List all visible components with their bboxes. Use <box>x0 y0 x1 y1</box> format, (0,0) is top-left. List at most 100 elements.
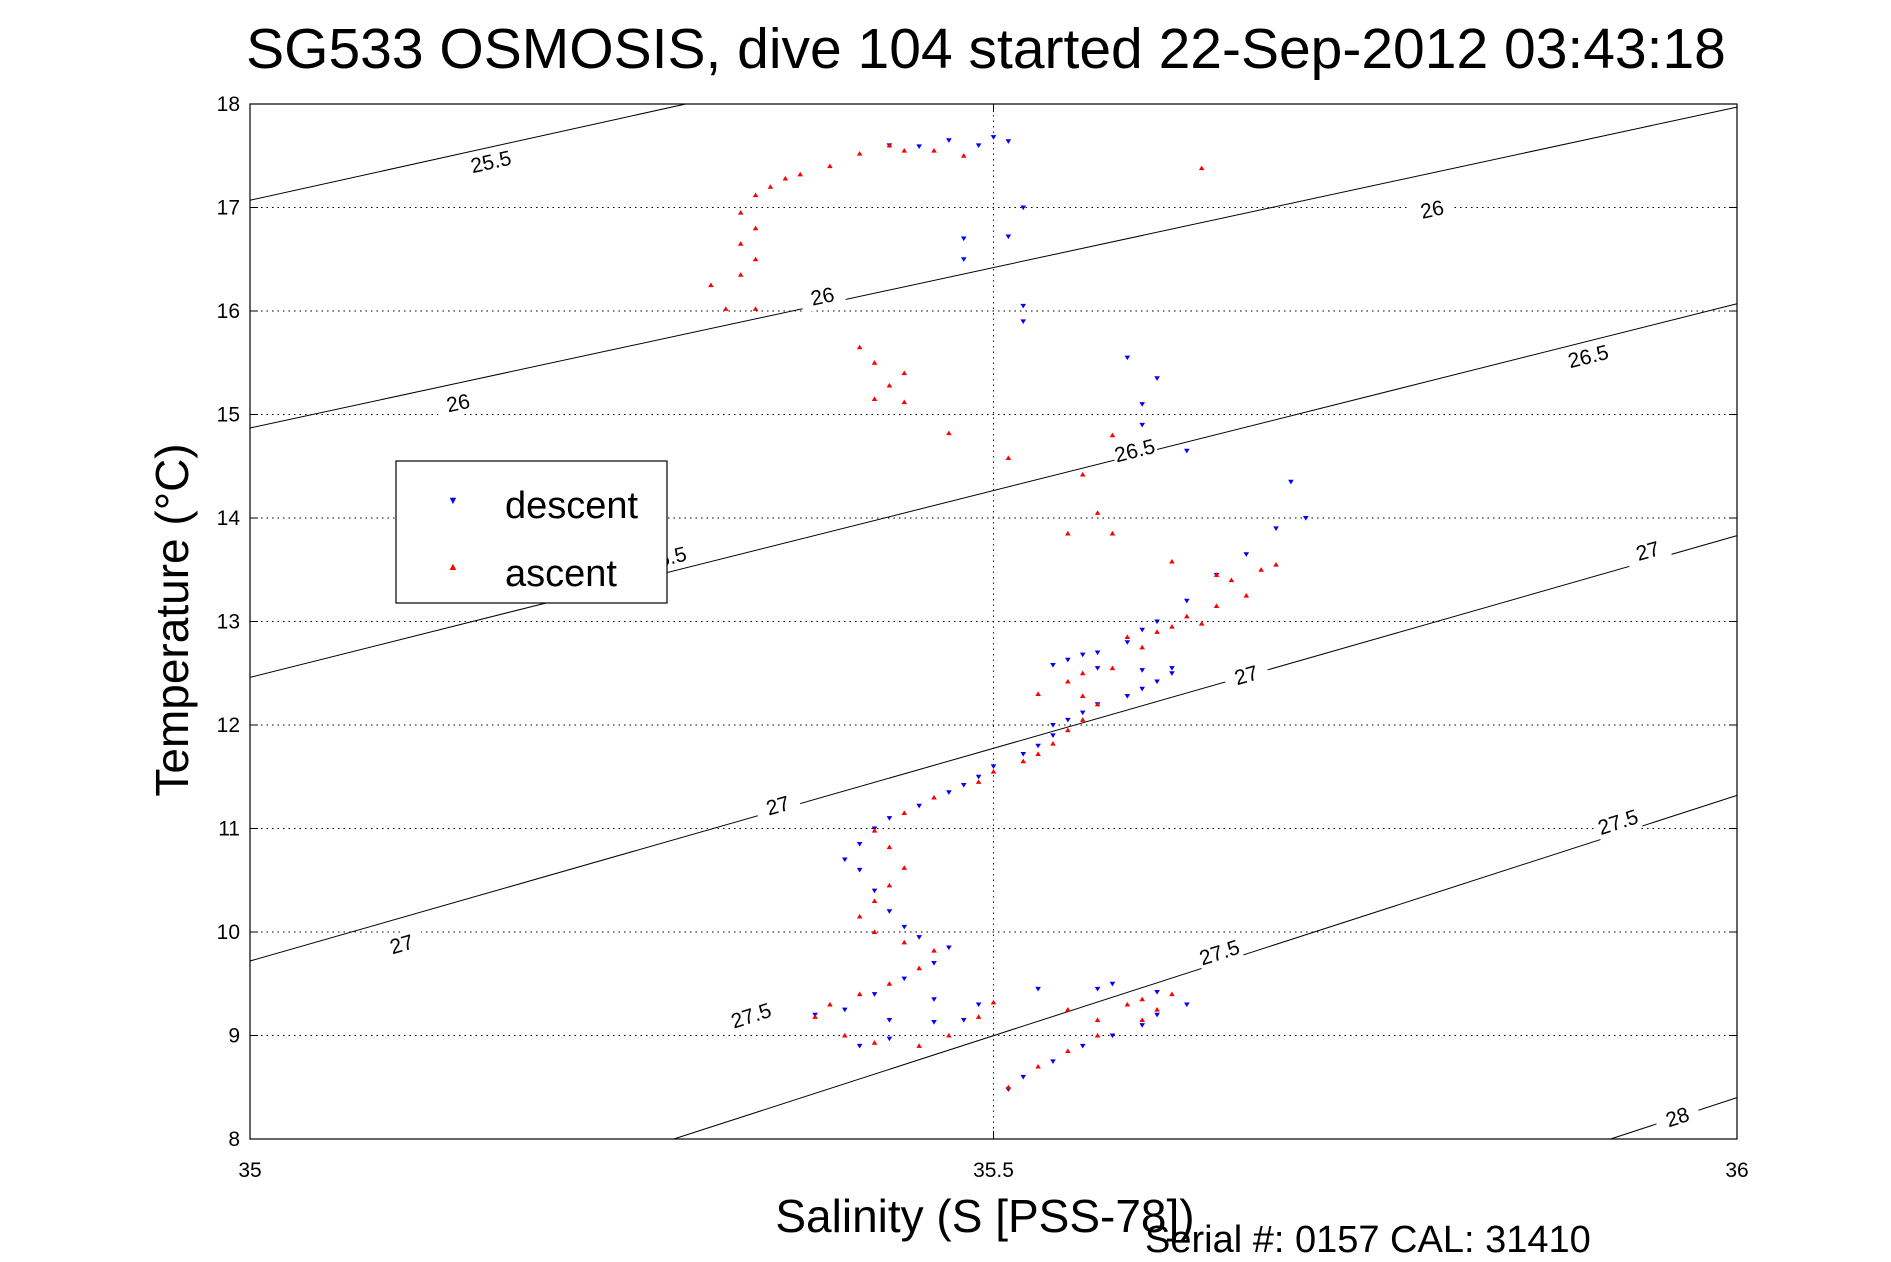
ascent-marker <box>842 1032 848 1038</box>
density-contour-label: 26 <box>1418 196 1446 223</box>
chart-title: SG533 OSMOSIS, dive 104 started 22-Sep-2… <box>246 17 1726 81</box>
ascent-marker <box>871 360 878 365</box>
density-contour-label-bg <box>466 145 515 179</box>
descent-marker <box>1184 1002 1190 1008</box>
ascent-marker <box>975 1014 982 1019</box>
descent-marker <box>856 867 863 873</box>
descent-marker <box>1124 694 1131 699</box>
descent-marker <box>1169 671 1175 676</box>
descent-marker <box>1050 1059 1056 1064</box>
descent-marker <box>1302 516 1309 521</box>
descent-marker <box>1154 1012 1160 1018</box>
x-tick-label: 36 <box>1725 1159 1748 1182</box>
descent-marker <box>1184 448 1190 454</box>
ascent-marker <box>901 810 908 815</box>
ascent-marker <box>856 151 863 156</box>
y-tick-label: 18 <box>217 93 240 116</box>
ascent-marker <box>767 184 774 189</box>
descent-marker <box>1020 319 1027 324</box>
ascent-marker <box>1198 165 1205 171</box>
ascent-marker <box>1065 727 1071 733</box>
ascent-marker <box>1035 1063 1041 1069</box>
descent-marker <box>946 138 952 143</box>
ascent-marker <box>1065 1007 1071 1012</box>
ascent-marker <box>871 898 878 903</box>
descent-marker <box>871 888 878 894</box>
ascent-marker <box>1124 634 1131 640</box>
y-tick-label: 12 <box>217 714 240 737</box>
ascent-marker <box>916 965 922 971</box>
ascent-marker <box>901 370 908 376</box>
ascent-marker <box>1109 530 1116 536</box>
density-contour-label-bg <box>726 997 776 1035</box>
descent-marker <box>1139 1023 1145 1028</box>
descent-marker <box>1079 710 1086 716</box>
ascent-marker <box>1169 558 1175 564</box>
y-tick-label: 11 <box>218 818 240 841</box>
descent-marker <box>1184 598 1190 604</box>
descent-marker <box>1065 717 1071 723</box>
ascent-marker <box>931 948 937 953</box>
ascent-marker <box>886 844 893 850</box>
ascent-marker <box>1139 1017 1145 1022</box>
descent-marker <box>1020 751 1027 757</box>
descent-marker <box>1035 743 1041 749</box>
legend-box <box>395 460 668 604</box>
x-axis-label: Salinity (S [PSS-78]) <box>775 1190 1194 1242</box>
ascent-marker <box>901 399 908 405</box>
descent-marker <box>1139 686 1145 692</box>
density-contour-label-bg <box>1652 1099 1703 1136</box>
descent-marker <box>1124 640 1131 645</box>
density-contour-label-bg <box>1564 339 1613 374</box>
descent-marker <box>1005 139 1012 144</box>
descent-marker <box>1094 650 1101 656</box>
y-tick-label: 15 <box>217 404 240 427</box>
density-contour-line <box>249 535 1738 962</box>
ascent-marker <box>1035 751 1041 756</box>
ascent-marker <box>1094 1032 1101 1038</box>
density-contour-label: 26 <box>809 283 837 310</box>
descent-marker <box>886 816 893 821</box>
ascent-marker <box>960 153 967 158</box>
density-contour-label-bg <box>377 926 427 963</box>
ascent-marker <box>1124 1001 1131 1007</box>
legend-label-descent: descent <box>505 485 639 527</box>
descent-marker <box>946 945 952 951</box>
density-contour-label: 26 <box>444 390 472 417</box>
descent-marker <box>990 764 997 769</box>
y-axis-label: Temperature (°C) <box>146 443 198 796</box>
ascent-marker <box>886 882 893 888</box>
descent-marker <box>886 1036 893 1042</box>
ascent-marker <box>1169 624 1175 629</box>
density-contour-label-bg <box>1194 934 1245 971</box>
ascent-marker <box>871 827 878 833</box>
descent-marker <box>960 1017 967 1023</box>
ascent-marker <box>1139 996 1145 1002</box>
ascent-marker <box>1139 644 1145 650</box>
ascent-marker <box>1050 741 1056 746</box>
ascent-marker <box>827 163 833 169</box>
ascent-marker <box>1213 572 1220 577</box>
descent-marker <box>1035 986 1041 992</box>
descent-marker <box>1050 733 1056 738</box>
density-contour-label-bg <box>1623 533 1673 569</box>
density-contour-label-bg <box>753 788 803 824</box>
ascent-marker <box>752 192 759 198</box>
ascent-marker <box>1020 758 1027 764</box>
ascent-marker <box>1094 701 1101 707</box>
ascent-marker <box>752 306 759 311</box>
ascent-marker <box>782 175 789 181</box>
descent-marker <box>1139 668 1145 673</box>
descent-marker <box>1079 1043 1086 1049</box>
density-contour-line <box>249 303 1738 678</box>
ascent-marker <box>737 210 744 215</box>
legend-marker-ascent: ▲ <box>448 561 459 573</box>
ascent-marker <box>886 981 893 986</box>
ascent-marker <box>1109 665 1116 671</box>
descent-marker <box>1139 627 1145 633</box>
ascent-marker <box>1079 717 1086 722</box>
ascent-marker <box>871 929 878 934</box>
ascent-marker <box>946 1032 952 1038</box>
descent-marker <box>1288 479 1294 485</box>
serial-cal-footer: Serial #: 0157 CAL: 31410 <box>1145 1219 1591 1261</box>
